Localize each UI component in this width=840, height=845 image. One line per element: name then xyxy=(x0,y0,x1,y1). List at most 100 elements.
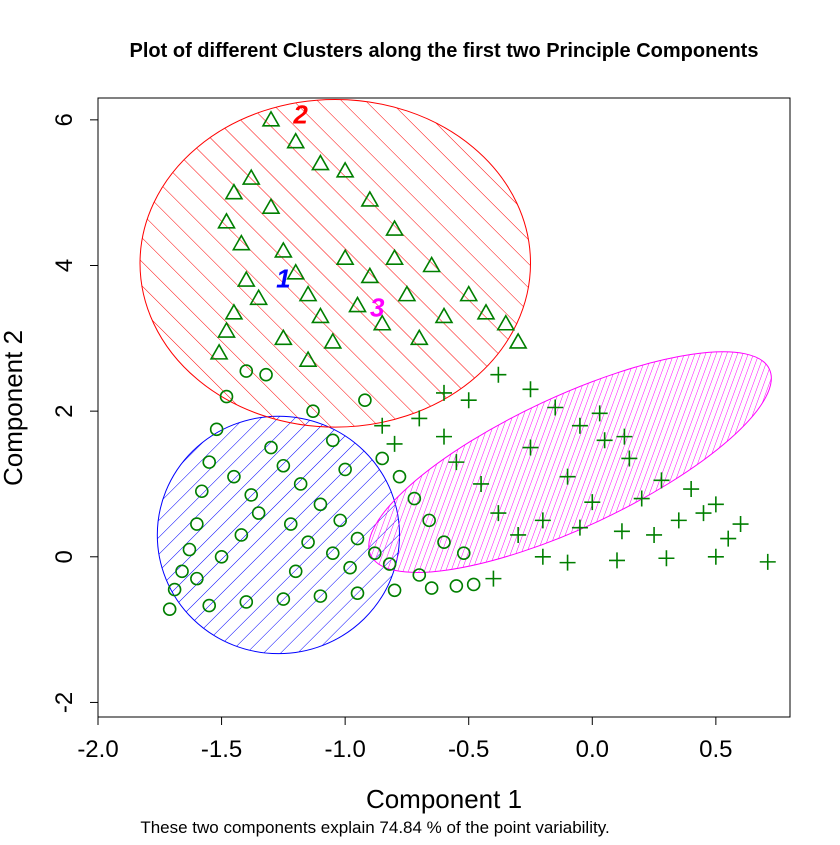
cluster-3-point xyxy=(485,570,502,587)
cluster-3-point xyxy=(670,512,687,529)
cluster-2-point xyxy=(209,343,229,360)
cluster-1-point xyxy=(306,404,320,418)
cluster-2-point xyxy=(496,314,516,331)
cluster-1-point xyxy=(251,506,266,520)
cluster-1-point xyxy=(209,422,224,437)
cluster-1-point xyxy=(392,469,407,484)
cluster-1-point xyxy=(301,535,315,550)
cluster-1-points xyxy=(162,364,481,617)
cluster-2-point xyxy=(348,295,367,313)
cluster-labels: 1 2 3 xyxy=(276,99,385,322)
cluster-1-point xyxy=(239,595,254,609)
y-tick-label: 4 xyxy=(51,259,78,272)
cluster-3-point xyxy=(571,417,588,434)
cluster-1-point xyxy=(244,488,259,502)
cluster-ellipses xyxy=(139,98,772,655)
cluster-3-label: 3 xyxy=(370,292,385,322)
cluster-2-ellipse xyxy=(139,98,531,428)
cluster-1-point xyxy=(325,546,340,560)
cluster-1-point xyxy=(283,517,298,531)
cluster-2-point xyxy=(422,255,442,273)
cluster-1-point xyxy=(437,535,451,550)
x-tick-label: 0.5 xyxy=(699,736,732,763)
cluster-3-point xyxy=(707,496,724,513)
cluster-3-point xyxy=(534,548,551,565)
cluster-2-point xyxy=(397,285,417,302)
cluster-3-point xyxy=(460,392,477,409)
cluster-2-point xyxy=(249,288,269,306)
y-axis: -2 0 2 4 6 xyxy=(51,113,99,713)
x-tick-label: -1.5 xyxy=(201,736,242,763)
cluster-3-point xyxy=(613,523,630,540)
cluster-3-ellipse xyxy=(368,351,772,573)
cluster-1-point xyxy=(293,477,308,491)
cluster-2-point xyxy=(241,168,261,185)
cluster-1-point xyxy=(456,546,471,560)
cluster-2-point xyxy=(224,183,244,200)
cluster-1-point xyxy=(276,458,291,473)
cluster-3-point xyxy=(658,550,675,567)
cluster-1-point xyxy=(190,571,204,586)
cluster-3-point xyxy=(609,552,625,569)
chart-subtitle: These two components explain 74.84 % of … xyxy=(140,818,609,837)
cluster-3-point xyxy=(616,428,633,445)
cluster-3-point xyxy=(720,530,737,547)
cluster-3-point xyxy=(707,548,724,565)
cluster-1-point xyxy=(407,491,422,506)
chart-title: Plot of different Clusters along the fir… xyxy=(130,40,759,62)
y-tick-label: 0 xyxy=(51,550,78,563)
cluster-3-points xyxy=(374,366,776,587)
cluster-2-point xyxy=(385,248,404,266)
cluster-3-point xyxy=(490,505,507,522)
cluster-1-point xyxy=(227,469,241,484)
cluster-3-point xyxy=(759,553,776,570)
cluster-1-point xyxy=(325,433,340,448)
cluster-2-point xyxy=(231,234,251,251)
cluster-2-point xyxy=(261,110,281,127)
cluster-3-point xyxy=(411,410,428,427)
cluster-3-point xyxy=(510,526,527,543)
cluster-2-point xyxy=(335,248,355,266)
cluster-2-label: 2 xyxy=(292,99,308,129)
cluster-3-point xyxy=(683,481,700,498)
cluster-1-point xyxy=(167,582,182,597)
cluster-2-point xyxy=(476,303,496,320)
cluster-1-point xyxy=(367,546,382,560)
cluster-1-label: 1 xyxy=(276,263,290,293)
cluster-2-point xyxy=(434,306,454,324)
cluster-1-point xyxy=(343,560,357,575)
cluster-1-point xyxy=(424,581,439,595)
cluster-1-point xyxy=(276,592,291,606)
cluster-1-point xyxy=(234,528,249,542)
x-tick-label: 0.0 xyxy=(576,736,609,763)
cluster-3-point xyxy=(473,475,490,492)
cluster-2-point xyxy=(298,285,318,302)
cluster-1-point xyxy=(313,497,328,512)
cluster-3-point xyxy=(584,494,601,511)
cluster-3-point xyxy=(386,435,403,452)
x-tick-label: -1.0 xyxy=(324,736,365,763)
cluster-2-point xyxy=(335,161,355,178)
cluster-3-point xyxy=(436,384,452,401)
cluster-2-point xyxy=(311,306,330,324)
cluster-1-point xyxy=(387,583,402,598)
cluster-2-point xyxy=(385,219,404,236)
cluster-3-point xyxy=(633,490,650,507)
cluster-2-point xyxy=(323,332,343,349)
cluster-1-point xyxy=(202,455,217,469)
cluster-2-point xyxy=(217,321,236,338)
cluster-1-point xyxy=(239,364,254,378)
cluster-1-point xyxy=(182,542,197,557)
cluster-1-point xyxy=(214,549,229,564)
cluster-3-point xyxy=(571,519,588,536)
cluster-2-point xyxy=(508,332,528,349)
cluster-3-point xyxy=(732,516,749,533)
cluster-3-point xyxy=(559,554,576,571)
cluster-1-point xyxy=(219,389,234,404)
cluster-1-point xyxy=(264,440,278,455)
x-axis: -2.0 -1.5 -1.0 -0.5 0.0 0.5 xyxy=(77,716,733,763)
cluster-3-point xyxy=(596,432,613,449)
cluster-3-point xyxy=(522,439,539,456)
cluster-1-point xyxy=(202,598,217,613)
